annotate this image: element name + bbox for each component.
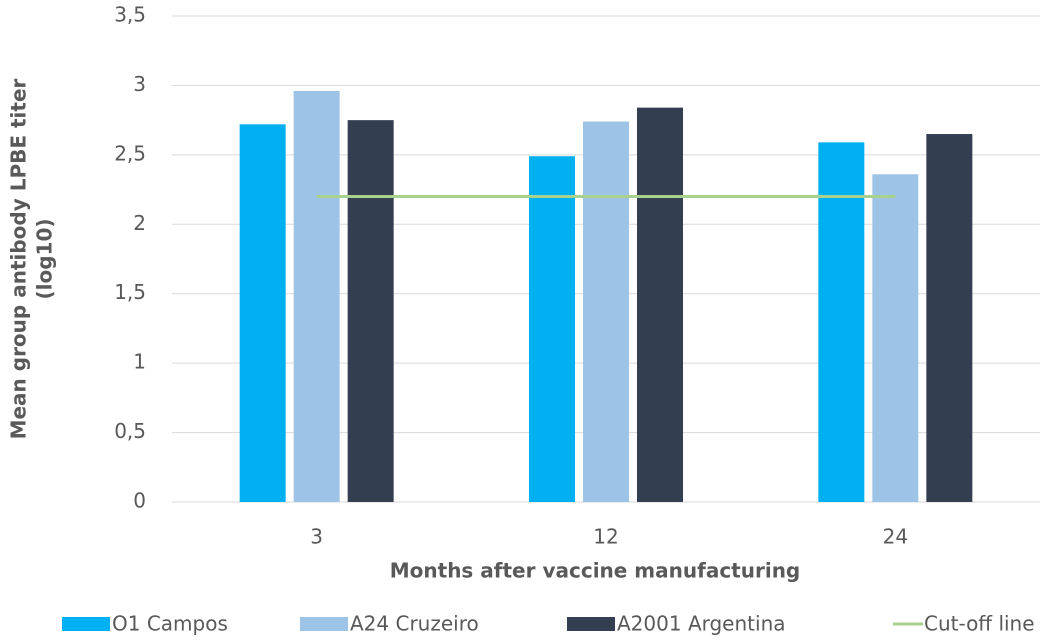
y-axis-title: Mean group antibody LPBE titer: [7, 78, 31, 439]
legend-swatch: [567, 617, 615, 631]
x-tick-label: 24: [883, 525, 908, 549]
legend-swatch: [62, 617, 110, 631]
legend-label: Cut-off line: [924, 612, 1035, 636]
legend-label: A2001 Argentina: [617, 612, 786, 636]
bar: [529, 156, 575, 502]
bar: [583, 121, 629, 502]
bar: [347, 120, 394, 503]
x-axis-title: Months after vaccine manufacturing: [390, 559, 801, 583]
y-tick-label: 1: [133, 350, 146, 374]
y-tick-label: 3,5: [114, 3, 146, 27]
legend-label: A24 Cruzeiro: [350, 612, 479, 636]
x-tick-label: 12: [593, 525, 618, 549]
y-axis-title: (log10): [33, 218, 57, 299]
legend-swatch: [300, 617, 348, 631]
x-tick-label: 3: [310, 525, 323, 549]
bar: [872, 174, 919, 502]
y-tick-label: 2,5: [114, 141, 146, 165]
y-tick-label: 0: [133, 489, 146, 513]
y-tick-label: 2: [133, 211, 146, 235]
y-tick-label: 3: [133, 72, 146, 96]
bar: [239, 124, 286, 503]
bar: [818, 142, 865, 503]
bar: [293, 90, 340, 503]
bar: [637, 107, 683, 502]
legend-label: O1 Campos: [112, 612, 228, 636]
y-tick-label: 1,5: [114, 280, 146, 304]
bar: [926, 134, 973, 502]
y-tick-label: 0,5: [114, 419, 146, 443]
